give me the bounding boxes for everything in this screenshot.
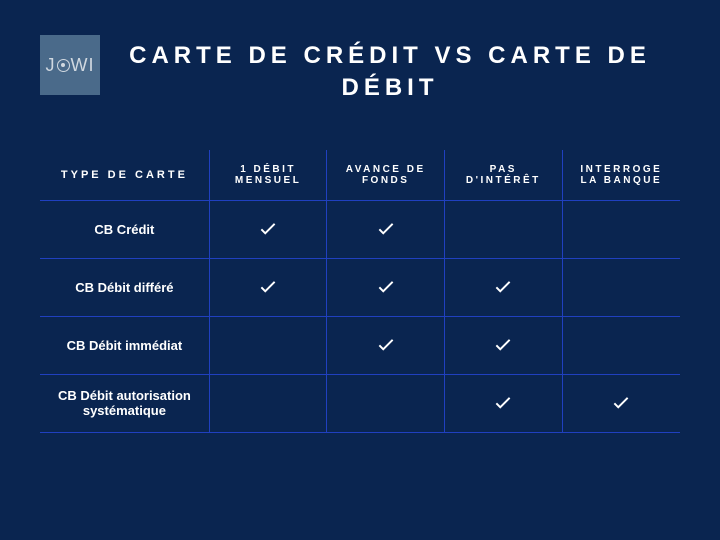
table-row: CB Crédit (40, 200, 680, 258)
header-col-2: PAS D'INTÉRÊT (444, 150, 562, 201)
cell (209, 200, 327, 258)
header-col-3: INTERROGE LA BANQUE (562, 150, 680, 201)
cell (209, 258, 327, 316)
check-icon (257, 275, 279, 297)
cell (327, 374, 445, 432)
page-title: CARTE DE CRÉDIT VS CARTE DE DÉBIT (100, 35, 680, 105)
comparison-table: TYPE DE CARTE 1 DÉBIT MENSUEL AVANCE DE … (40, 150, 680, 433)
check-icon (375, 217, 397, 239)
cell (327, 316, 445, 374)
header-col-0: 1 DÉBIT MENSUEL (209, 150, 327, 201)
row-label: CB Crédit (40, 200, 209, 258)
check-icon (375, 275, 397, 297)
table-header-row: TYPE DE CARTE 1 DÉBIT MENSUEL AVANCE DE … (40, 150, 680, 201)
check-icon (492, 391, 514, 413)
check-icon (257, 217, 279, 239)
cell (444, 374, 562, 432)
cell (562, 374, 680, 432)
table-body: CB CréditCB Débit différéCB Débit immédi… (40, 200, 680, 432)
check-icon (375, 333, 397, 355)
cell (444, 200, 562, 258)
row-label: CB Débit immédiat (40, 316, 209, 374)
cell (209, 316, 327, 374)
check-icon (610, 391, 632, 413)
logo-o-icon (57, 59, 70, 72)
row-label: CB Débit autorisation systématique (40, 374, 209, 432)
cell (327, 258, 445, 316)
cell (444, 258, 562, 316)
cell (562, 200, 680, 258)
check-icon (492, 275, 514, 297)
header-type: TYPE DE CARTE (40, 150, 209, 201)
header: JWI CARTE DE CRÉDIT VS CARTE DE DÉBIT (40, 35, 680, 105)
header-col-1: AVANCE DE FONDS (327, 150, 445, 201)
cell (327, 200, 445, 258)
page-container: JWI CARTE DE CRÉDIT VS CARTE DE DÉBIT TY… (0, 0, 720, 540)
cell (562, 316, 680, 374)
logo-text: JWI (46, 55, 95, 76)
check-icon (492, 333, 514, 355)
cell (562, 258, 680, 316)
row-label: CB Débit différé (40, 258, 209, 316)
table-row: CB Débit différé (40, 258, 680, 316)
cell (444, 316, 562, 374)
logo: JWI (40, 35, 100, 95)
cell (209, 374, 327, 432)
table-row: CB Débit autorisation systématique (40, 374, 680, 432)
table-row: CB Débit immédiat (40, 316, 680, 374)
